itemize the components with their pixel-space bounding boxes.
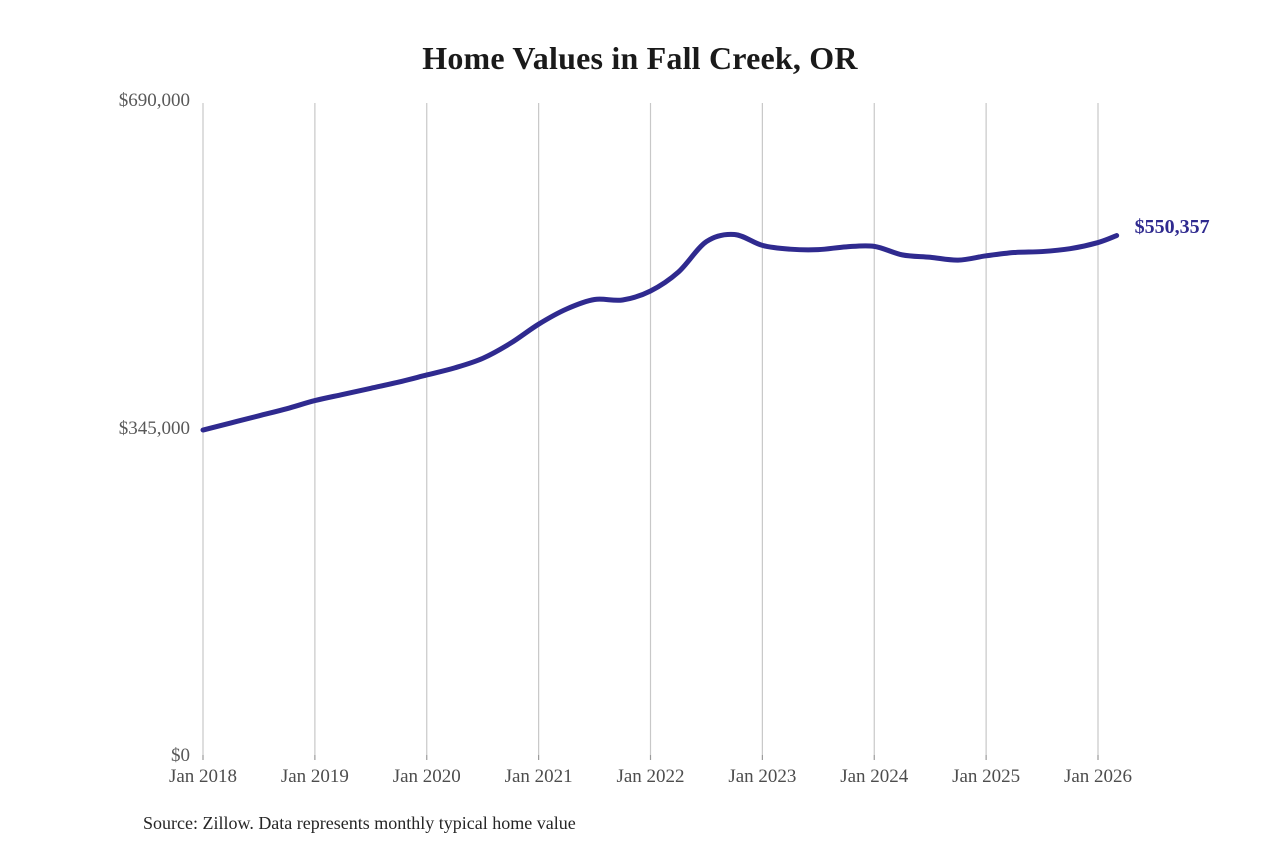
gridlines-group xyxy=(202,103,1099,755)
x-tick-label: Jan 2024 xyxy=(840,766,909,787)
home-value-line xyxy=(200,231,1120,433)
x-tick-label: Jan 2018 xyxy=(168,766,238,787)
page-title: Home Values in Fall Creek, OR xyxy=(422,40,858,76)
x-tick-label: Jan 2023 xyxy=(728,766,797,787)
x-tick-label: Jan 2022 xyxy=(616,766,685,787)
tick-marks-group xyxy=(202,755,1099,760)
x-tick-label: Jan 2026 xyxy=(1063,766,1133,787)
y-tick-label: $0 xyxy=(171,745,190,766)
x-tick-label: Jan 2020 xyxy=(392,766,461,787)
end-value-annotation: $550,357 xyxy=(1134,215,1210,238)
source-footnote: Source: Zillow. Data represents monthly … xyxy=(143,813,576,833)
x-tick-label: Jan 2019 xyxy=(280,766,349,787)
x-tick-label: Jan 2025 xyxy=(952,766,1021,787)
x-tick-label: Jan 2021 xyxy=(504,766,573,787)
y-tick-label: $345,000 xyxy=(118,417,190,439)
y-tick-label: $690,000 xyxy=(118,90,190,111)
